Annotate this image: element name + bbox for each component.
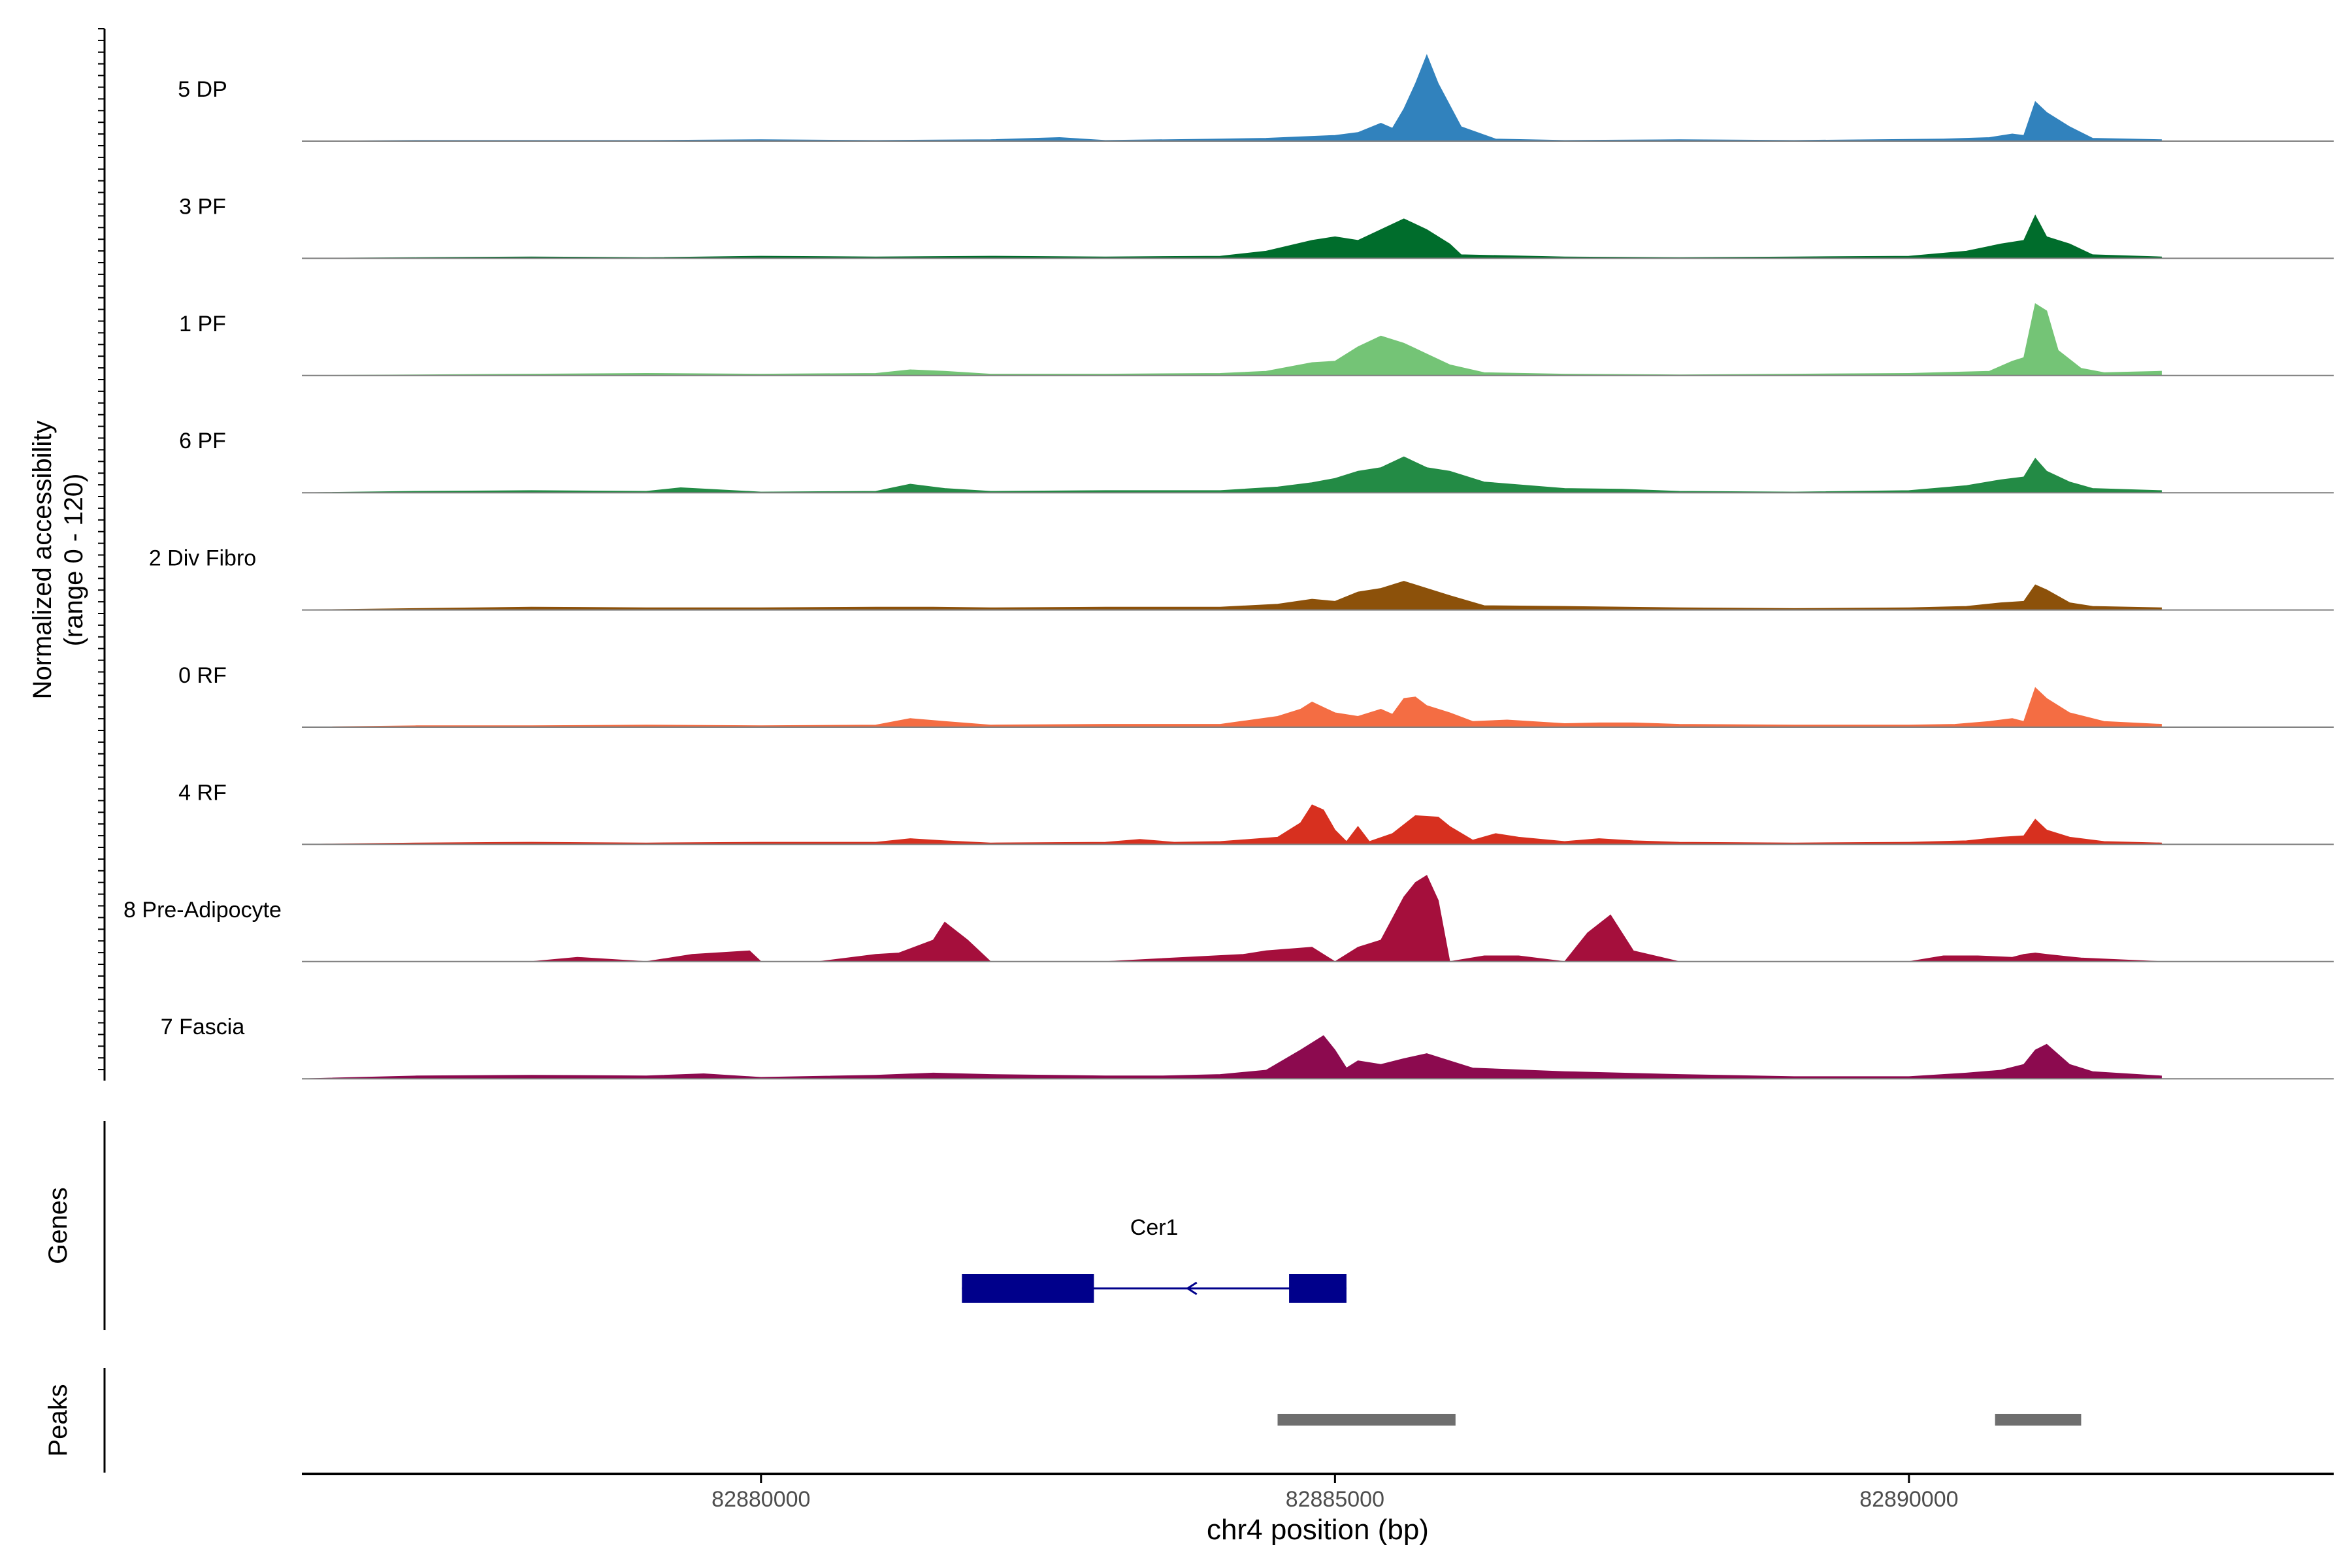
- track-label: 1 PF: [179, 312, 226, 336]
- peak-regions: [1277, 1414, 2082, 1426]
- track-label: 0 RF: [178, 663, 227, 688]
- track-label: 2 Div Fibro: [149, 546, 256, 571]
- x-axis-label: chr4 position (bp): [1207, 1514, 1429, 1546]
- x-axis-tick-label: 82890000: [1859, 1487, 1958, 1512]
- peaks-panel-label: Peaks: [44, 1384, 73, 1456]
- track-label: 6 PF: [179, 429, 226, 453]
- coverage-area: [301, 1035, 2162, 1079]
- coverage-area: [301, 214, 2162, 259]
- coverage-area: [302, 875, 2162, 962]
- coverage-area: [301, 804, 2162, 845]
- peak-bar: [1277, 1414, 1456, 1426]
- x-axis-ticks: 82880000 82885000 82890000: [711, 1474, 1959, 1512]
- coverage-y-label-line2: (range 0 - 120): [59, 474, 88, 647]
- gene-name: Cer1: [1130, 1215, 1179, 1240]
- track-label: 3 PF: [179, 194, 226, 219]
- coverage-y-axis-ticks: [98, 28, 105, 1071]
- gene-exon: [962, 1274, 1094, 1303]
- x-axis-tick-label: 82880000: [711, 1487, 810, 1512]
- coverage-area: [301, 581, 2162, 611]
- coverage-area: [301, 302, 2162, 376]
- coverage-tracks: 5 DP 3 PF 1 PF 6 PF 2 Div Fibro 0 RF 4 RF 8 Pre…: [123, 54, 2334, 1080]
- gene-annotations: Cer1: [962, 1215, 1347, 1303]
- gene-strand-arrow: [1185, 1281, 1198, 1296]
- coverage-area: [301, 456, 2162, 493]
- coverage-area: [301, 687, 2162, 728]
- track-label: 7 Fascia: [161, 1015, 245, 1039]
- track-label: 8 Pre-Adipocyte: [123, 898, 282, 923]
- peak-bar: [1995, 1414, 2082, 1426]
- genes-panel-label: Genes: [44, 1187, 73, 1264]
- track-label: 4 RF: [178, 780, 227, 805]
- coverage-area: [301, 54, 2162, 142]
- gene-exon: [1289, 1274, 1347, 1303]
- x-axis-tick-label: 82885000: [1286, 1487, 1384, 1512]
- track-label: 5 DP: [178, 77, 227, 102]
- coverage-y-label-line1: Normalized accessibility: [28, 421, 57, 700]
